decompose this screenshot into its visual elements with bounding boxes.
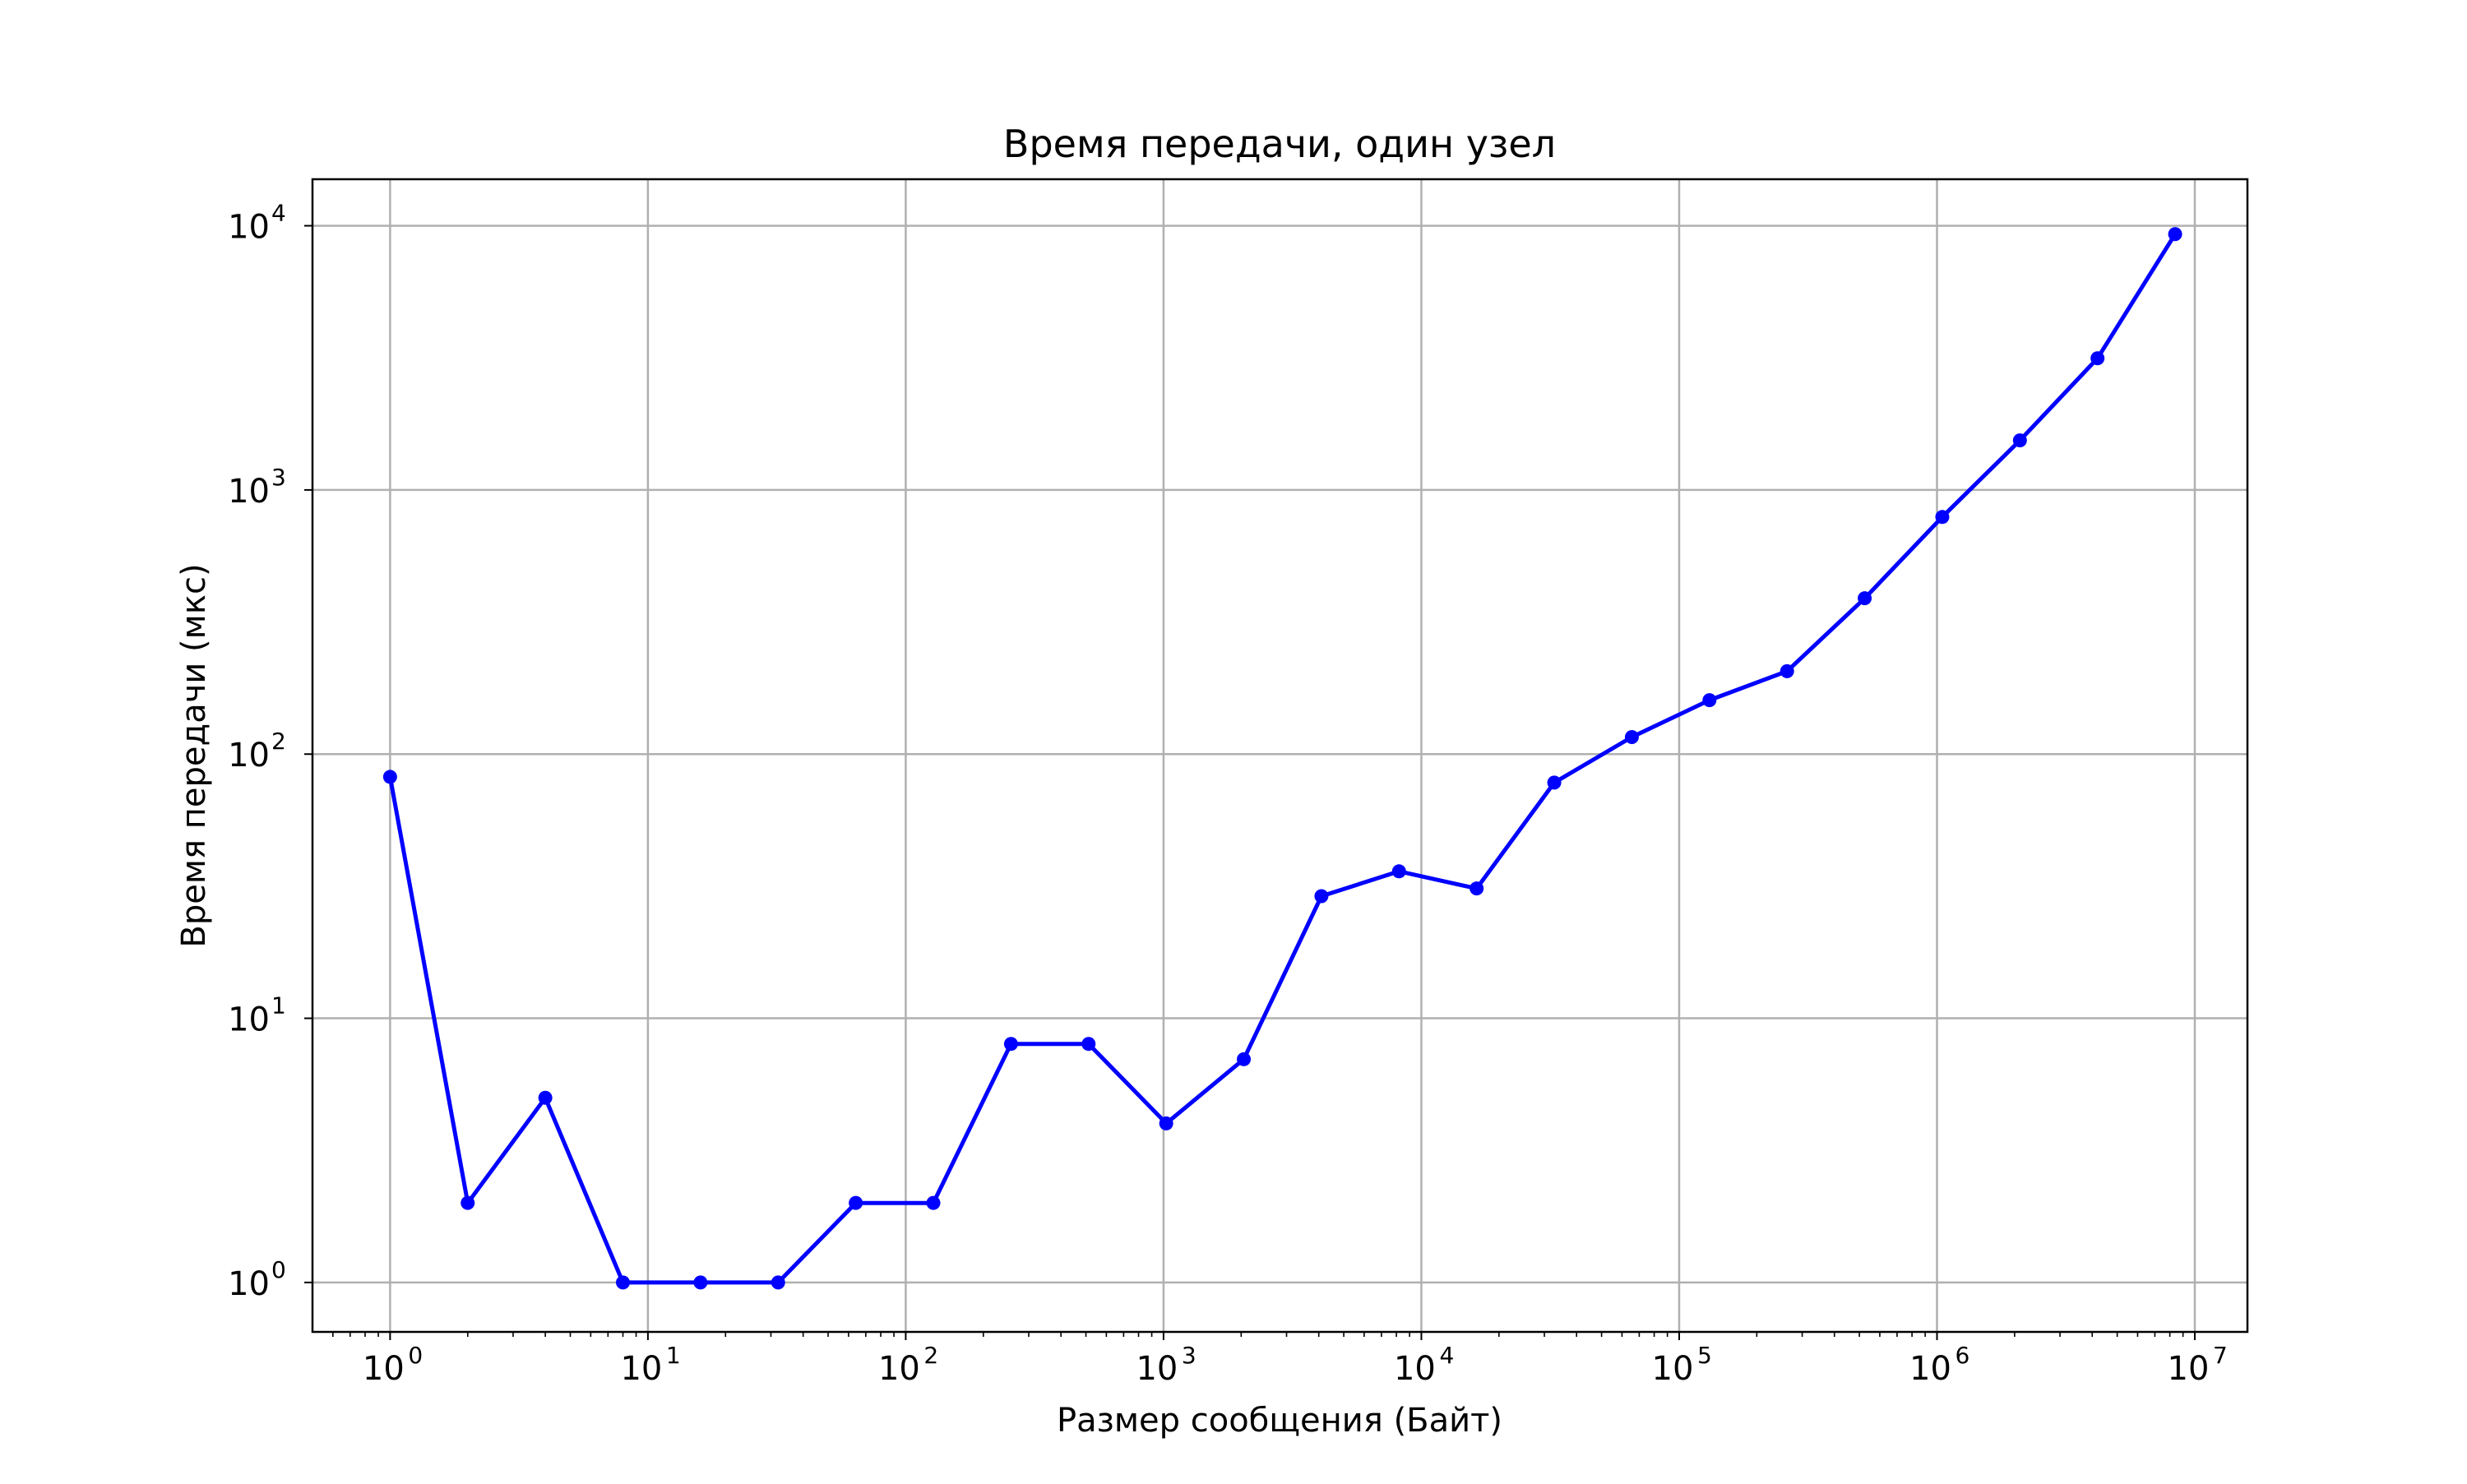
plot-frame (311, 178, 2249, 1334)
series-layer (382, 227, 2182, 1290)
x-axis-title: Размер сообщения (Байт) (1057, 1402, 1502, 1440)
y-tick-label: 10 (228, 209, 270, 247)
data-point (1314, 889, 1329, 904)
x-tick-label: 10 (363, 1350, 405, 1388)
data-point (693, 1275, 708, 1290)
x-tick-label-exponent: 3 (1182, 1342, 1196, 1369)
y-tick-label-exponent: 1 (271, 992, 286, 1019)
data-point (926, 1195, 941, 1210)
y-tick-label-exponent: 0 (271, 1256, 286, 1283)
y-tick-label: 10 (228, 1001, 270, 1039)
x-tick-label-exponent: 4 (1439, 1342, 1454, 1369)
x-tick-label-exponent: 2 (923, 1342, 938, 1369)
data-point (1702, 693, 1717, 708)
chart-title: Время передачи, один узел (1003, 122, 1556, 166)
y-tick-label: 10 (228, 473, 270, 511)
x-tick-label: 10 (1394, 1350, 1436, 1388)
data-point (1624, 730, 1639, 745)
x-tick-label-exponent: 7 (2213, 1342, 2228, 1369)
data-point (2090, 351, 2105, 366)
data-point (1547, 775, 1562, 790)
data-point (1081, 1037, 1096, 1052)
data-point (1003, 1037, 1018, 1052)
y-tick-label: 10 (228, 737, 270, 774)
data-point (1470, 881, 1484, 896)
x-tick-label-exponent: 1 (666, 1342, 681, 1369)
x-tick-label: 10 (620, 1350, 662, 1388)
major-ticks (304, 224, 2196, 1340)
y-tick-label-exponent: 2 (271, 728, 286, 755)
y-tick-label-exponent: 4 (271, 200, 286, 227)
data-point (1237, 1052, 1252, 1066)
x-tick-label-exponent: 0 (408, 1342, 423, 1369)
data-point (2168, 227, 2182, 242)
x-tick-label-exponent: 6 (1955, 1342, 1969, 1369)
data-point (616, 1275, 631, 1290)
x-tick-label: 10 (2168, 1350, 2210, 1388)
x-tick-label: 10 (1136, 1350, 1178, 1388)
data-point (1858, 591, 1872, 606)
data-point (1159, 1116, 1173, 1130)
y-tick-label: 10 (228, 1265, 270, 1303)
data-point (538, 1090, 553, 1105)
x-tick-label-exponent: 5 (1697, 1342, 1712, 1369)
x-tick-labels: 10 0 10 1 10 2 10 3 10 4 10 5 10 6 10 7 (363, 1342, 2228, 1388)
data-point (2012, 433, 2027, 448)
data-point (461, 1195, 475, 1210)
data-point (1391, 864, 1406, 879)
grid (312, 179, 2247, 1332)
data-point (771, 1275, 785, 1290)
x-tick-label: 10 (1652, 1350, 1694, 1388)
data-point (1935, 510, 1950, 525)
x-tick-label: 10 (1909, 1350, 1951, 1388)
y-tick-label-exponent: 3 (271, 464, 286, 491)
x-tick-label: 10 (878, 1350, 920, 1388)
data-point (382, 770, 397, 784)
data-point (1780, 663, 1794, 678)
data-point (849, 1195, 863, 1210)
y-axis-title: Время передачи (мкс) (175, 563, 213, 947)
series-line (387, 233, 2178, 1285)
